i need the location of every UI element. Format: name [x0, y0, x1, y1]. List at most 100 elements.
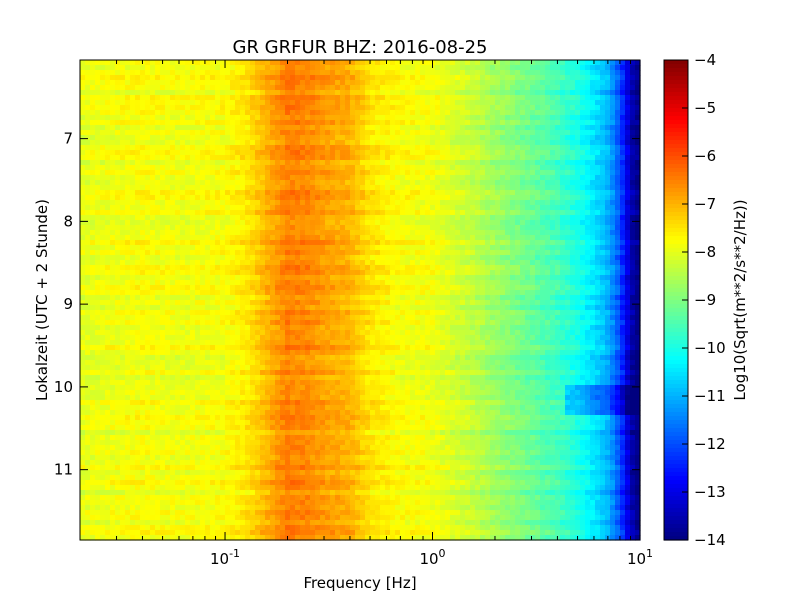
heatmap-cell [525, 110, 531, 116]
heatmap-cell [280, 175, 286, 181]
heatmap-cell [420, 190, 426, 196]
heatmap-cell [540, 195, 546, 201]
heatmap-cell [165, 205, 171, 211]
heatmap-cell [560, 135, 566, 141]
heatmap-cell [620, 235, 626, 241]
heatmap-cell [560, 75, 566, 81]
heatmap-cell [180, 120, 186, 126]
heatmap-cell [120, 125, 126, 131]
heatmap-cell [235, 250, 241, 256]
heatmap-cell [605, 215, 611, 221]
heatmap-cell [110, 75, 116, 81]
heatmap-cell [90, 80, 96, 86]
heatmap-cell [230, 180, 236, 186]
heatmap-cell [230, 140, 236, 146]
heatmap-cell [355, 190, 361, 196]
heatmap-cell [225, 240, 231, 246]
heatmap-cell [305, 70, 311, 76]
heatmap-cell [135, 240, 141, 246]
heatmap-cell [250, 70, 256, 76]
heatmap-cell [515, 165, 521, 171]
heatmap-cell [400, 240, 406, 246]
heatmap-cell [610, 215, 616, 221]
heatmap-cell [475, 180, 481, 186]
heatmap-cell [125, 175, 131, 181]
heatmap-cell [545, 60, 551, 66]
heatmap-cell [130, 70, 136, 76]
heatmap-cell [455, 145, 461, 151]
heatmap-cell [200, 125, 206, 131]
heatmap-cell [250, 115, 256, 121]
heatmap-cell [130, 235, 136, 241]
heatmap-cell [550, 200, 556, 206]
heatmap-cell [545, 175, 551, 181]
heatmap-cell [355, 80, 361, 86]
heatmap-cell [570, 155, 576, 161]
heatmap-cell [195, 260, 201, 266]
heatmap-cell [525, 275, 531, 281]
heatmap-cell [80, 155, 86, 161]
heatmap-cell [265, 95, 271, 101]
heatmap-cell [330, 230, 336, 236]
heatmap-cell [150, 250, 156, 256]
heatmap-cell [245, 140, 251, 146]
heatmap-cell [305, 175, 311, 181]
heatmap-cell [480, 245, 486, 251]
heatmap-cell [525, 270, 531, 276]
heatmap-cell [95, 130, 101, 136]
heatmap-cell [205, 100, 211, 106]
heatmap-cell [230, 210, 236, 216]
heatmap-cell [80, 200, 86, 206]
heatmap-cell [325, 255, 331, 261]
heatmap-cell [285, 65, 291, 71]
heatmap-cell [575, 150, 581, 156]
heatmap-cell [290, 175, 296, 181]
heatmap-cell [210, 240, 216, 246]
heatmap-cell [155, 140, 161, 146]
heatmap-cell [460, 150, 466, 156]
heatmap-cell [395, 255, 401, 261]
heatmap-cell [125, 115, 131, 121]
heatmap-cell [120, 65, 126, 71]
heatmap-cell [630, 175, 636, 181]
heatmap-cell [170, 165, 176, 171]
heatmap-cell [505, 200, 511, 206]
heatmap-cell [315, 115, 321, 121]
heatmap-cell [270, 155, 276, 161]
heatmap-cell [530, 185, 536, 191]
heatmap-cell [95, 125, 101, 131]
heatmap-cell [195, 165, 201, 171]
heatmap-cell [145, 140, 151, 146]
heatmap-cell [585, 65, 591, 71]
heatmap-cell [340, 155, 346, 161]
heatmap-cell [315, 260, 321, 266]
heatmap-cell [255, 150, 261, 156]
heatmap-cell [445, 275, 451, 281]
heatmap-cell [395, 205, 401, 211]
heatmap-cell [460, 210, 466, 216]
heatmap-cell [245, 95, 251, 101]
heatmap-cell [290, 240, 296, 246]
heatmap-cell [475, 125, 481, 131]
heatmap-cell [195, 60, 201, 66]
heatmap-cell [325, 280, 331, 286]
heatmap-cell [285, 230, 291, 236]
heatmap-cell [220, 75, 226, 81]
heatmap-cell [95, 115, 101, 121]
heatmap-cell [300, 250, 306, 256]
heatmap-cell [460, 100, 466, 106]
heatmap-cell [635, 175, 641, 181]
heatmap-cell [210, 235, 216, 241]
heatmap-cell [525, 185, 531, 191]
heatmap-cell [415, 160, 421, 166]
heatmap-cell [370, 260, 376, 266]
heatmap-cell [85, 260, 91, 266]
heatmap-cell [215, 195, 221, 201]
heatmap-cell [410, 120, 416, 126]
heatmap-cell [425, 215, 431, 221]
heatmap-cell [390, 200, 396, 206]
heatmap-cell [270, 70, 276, 76]
heatmap-cell [330, 165, 336, 171]
heatmap-cell [280, 270, 286, 276]
heatmap-cell [105, 130, 111, 136]
